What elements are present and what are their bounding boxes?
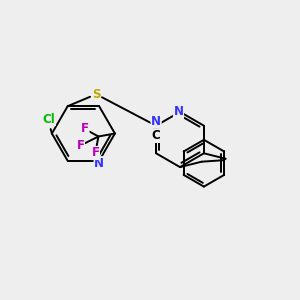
Text: F: F: [92, 146, 99, 160]
Text: F: F: [81, 122, 89, 136]
Text: Cl: Cl: [43, 112, 55, 126]
Text: C: C: [152, 129, 161, 142]
Text: N: N: [151, 115, 161, 128]
Text: F: F: [76, 139, 84, 152]
Text: N: N: [173, 105, 184, 119]
Text: N: N: [94, 157, 104, 170]
Text: S: S: [92, 88, 100, 101]
